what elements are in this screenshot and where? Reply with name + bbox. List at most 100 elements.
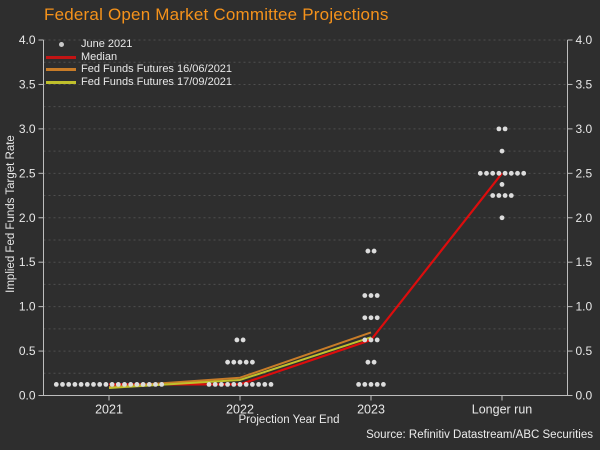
legend-dot-marker-icon — [46, 41, 76, 47]
legend-item: Fed Funds Futures 17/09/2021 — [46, 76, 232, 89]
y-tick-label-right: 3.0 — [576, 122, 593, 136]
projection-dot — [362, 337, 368, 343]
legend-item: Fed Funds Futures 16/06/2021 — [46, 64, 232, 77]
projection-dot — [496, 193, 502, 198]
projection-dot — [362, 381, 368, 387]
projection-dot — [153, 381, 158, 387]
projection-dot — [128, 381, 134, 387]
projection-dot — [109, 381, 115, 387]
legend-item-label: Fed Funds Futures 17/09/2021 — [81, 76, 233, 89]
projection-dot — [368, 315, 374, 321]
projection-dot — [91, 381, 96, 387]
projection-dot — [368, 293, 374, 298]
series-line-futures_jun — [108, 331, 372, 389]
projection-dot — [371, 359, 377, 365]
projection-dot — [362, 315, 368, 321]
projection-dot — [262, 381, 268, 387]
projection-dot — [212, 381, 218, 387]
x-axis-title: Projection Year End — [238, 414, 340, 426]
chart-title: Federal Open Market Committee Projection… — [44, 5, 389, 24]
projection-dot — [231, 381, 237, 387]
line-glyph — [46, 81, 76, 85]
projection-dot — [368, 381, 374, 387]
legend-item-label: June 2021 — [81, 37, 133, 50]
x-tick-label: 2022 — [226, 403, 254, 417]
projection-dot — [374, 293, 380, 298]
projection-dot — [146, 381, 152, 387]
y-tick-label-left: 2.0 — [19, 211, 36, 225]
projection-dot — [78, 381, 84, 387]
projection-dot — [356, 381, 361, 387]
dot-glyph — [58, 41, 64, 47]
projection-dot — [72, 381, 78, 387]
projection-dot — [240, 337, 246, 343]
legend-line-marker-icon — [46, 55, 76, 59]
projection-dot — [381, 381, 386, 387]
projection-dot — [231, 359, 237, 365]
legend: June 2021 Median Fed Funds Futures 16/06/2… — [46, 38, 232, 89]
projection-dot — [134, 381, 140, 387]
projection-dot — [374, 315, 380, 321]
projection-dot — [84, 381, 90, 387]
projection-dot — [115, 381, 121, 387]
y-tick-label-left: 1.0 — [19, 300, 36, 314]
projection-dot — [368, 337, 374, 343]
series-line-futures_sep — [108, 336, 372, 389]
projection-dot — [206, 381, 212, 387]
y-tick-label-right: 2.5 — [576, 166, 593, 180]
projection-dot — [234, 337, 240, 343]
projection-dot — [219, 381, 224, 387]
projection-dot — [237, 359, 243, 365]
projection-dot — [508, 170, 514, 176]
projection-dot — [374, 381, 380, 387]
x-tick-label: 2023 — [357, 403, 385, 417]
y-tick-label-left: 2.5 — [19, 166, 36, 180]
projection-dot — [122, 381, 127, 387]
legend-line-marker-icon — [46, 68, 76, 72]
line-glyph — [46, 68, 76, 72]
projection-dot — [508, 193, 514, 198]
projection-dot — [371, 248, 377, 254]
projection-dot — [502, 170, 508, 176]
projection-dot — [362, 293, 368, 298]
projection-dot — [243, 381, 249, 387]
y-tick-label-right: 3.5 — [576, 77, 593, 91]
y-tick-label-right: 0.0 — [576, 389, 593, 403]
projection-dot — [225, 381, 231, 387]
projection-dot — [60, 381, 65, 387]
projection-dot — [477, 170, 483, 176]
line-glyph — [46, 55, 76, 59]
legend-item: Median — [46, 51, 232, 64]
projection-dot — [521, 170, 527, 176]
y-tick-label-left: 1.5 — [19, 255, 36, 269]
projection-dot — [484, 170, 489, 176]
y-tick-label-right: 1.0 — [576, 300, 593, 314]
y-tick-label-right: 2.0 — [576, 211, 593, 225]
series-line-median — [109, 172, 503, 386]
projection-dot — [225, 359, 231, 365]
y-tick-label-left: 0.5 — [19, 344, 36, 358]
x-tick-label: Longer run — [472, 403, 533, 417]
projection-dot — [499, 215, 505, 221]
projection-dot — [374, 337, 380, 343]
y-tick-label-right: 1.5 — [576, 255, 593, 269]
y-tick-label-right: 0.5 — [576, 344, 593, 358]
projection-dot — [515, 170, 520, 176]
source-credit: Source: Refinitiv Datastream/ABC Securit… — [366, 429, 593, 441]
legend-item-label: Fed Funds Futures 16/06/2021 — [81, 63, 233, 76]
legend-line-marker-icon — [46, 81, 76, 85]
y-tick-label-left: 0.0 — [19, 389, 36, 403]
projection-dot — [53, 381, 59, 387]
projection-dot — [103, 381, 109, 387]
projection-dot — [256, 381, 261, 387]
x-tick-label: 2021 — [95, 403, 123, 417]
projection-dot — [365, 359, 371, 365]
projection-dot — [502, 193, 508, 198]
y-tick-label-left: 3.5 — [19, 77, 36, 91]
y-axis-title: Implied Fed Funds Target Rate — [5, 135, 17, 293]
projection-dot — [365, 248, 371, 254]
projection-dot — [499, 182, 505, 187]
projection-dot — [496, 126, 502, 132]
